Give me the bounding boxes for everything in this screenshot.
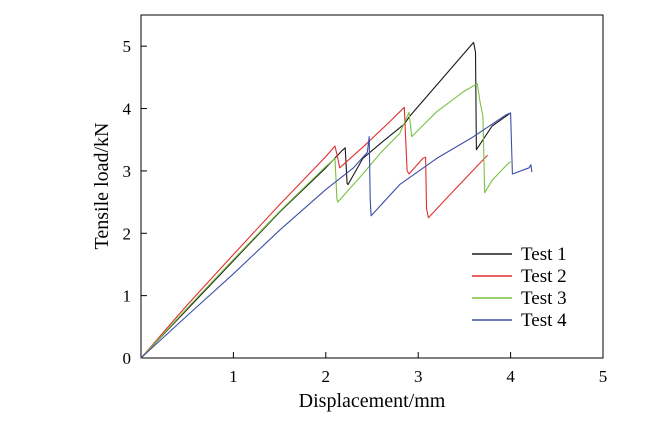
y-tick-label: 4 [123, 100, 132, 119]
x-tick-label: 1 [229, 367, 238, 386]
y-tick-label: 1 [123, 287, 132, 306]
legend-label: Test 4 [521, 310, 567, 331]
series-line-test-3 [140, 83, 511, 359]
y-axis-title: Tensile load/kN [91, 123, 113, 250]
x-tick-label: 5 [599, 367, 608, 386]
x-tick-label: 4 [506, 367, 515, 386]
x-tick-label: 2 [322, 367, 331, 386]
x-tick-label: 3 [414, 367, 423, 386]
series-line-test-2 [140, 106, 488, 359]
series-line-test-1 [140, 41, 511, 359]
legend-label: Test 1 [521, 244, 567, 265]
y-tick-label: 5 [123, 37, 132, 56]
y-tick-label: 3 [123, 162, 132, 181]
axis-ticks: 1 2 3 4 5 0 1 2 3 4 5 [123, 37, 608, 386]
x-axis-title: Displacement/mm [299, 390, 446, 412]
legend-label: Test 3 [521, 288, 567, 309]
series-line-test-4 [140, 112, 533, 359]
y-tick-label: 0 [123, 349, 132, 368]
y-tick-label: 2 [123, 224, 132, 243]
plot-frame [140, 14, 604, 359]
legend-label: Test 2 [521, 266, 567, 287]
series-lines [140, 41, 533, 359]
